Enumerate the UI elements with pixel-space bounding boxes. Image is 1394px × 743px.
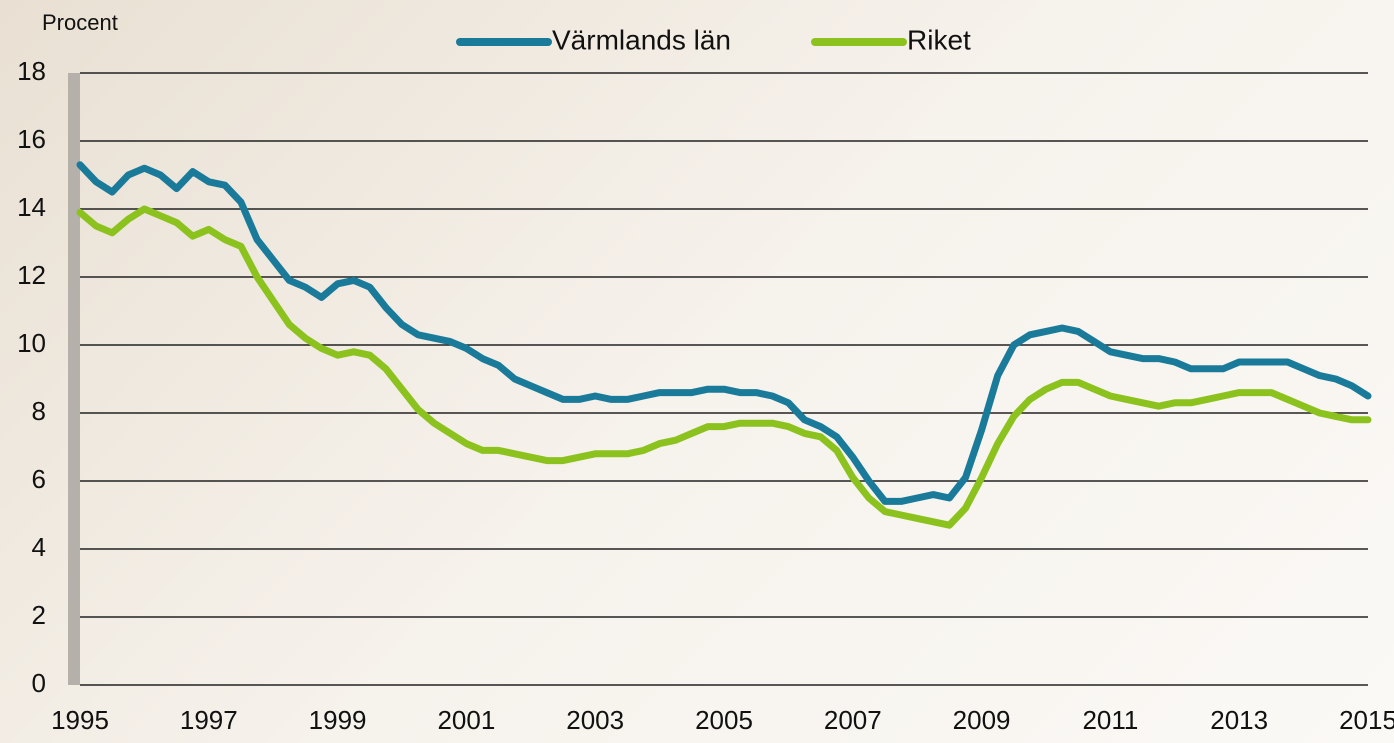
y-axis-label: Procent: [42, 10, 118, 35]
x-tick-label: 2007: [824, 705, 882, 735]
x-tick-label: 2015: [1339, 705, 1394, 735]
axis-band: [68, 73, 80, 685]
x-tick-label: 2011: [1082, 705, 1138, 735]
x-tick-label: 2013: [1210, 705, 1268, 735]
series-line: [76, 205, 1372, 529]
y-tick-label: 12: [17, 260, 46, 290]
y-tick-label: 10: [17, 328, 46, 358]
x-tick-label: 2003: [566, 705, 624, 735]
x-tick-label: 1999: [309, 705, 367, 735]
x-tick-label: 1997: [180, 705, 238, 735]
x-tick-label: 2009: [953, 705, 1011, 735]
y-tick-label: 16: [17, 124, 46, 154]
x-tick-label: 2001: [437, 705, 495, 735]
y-tick-label: 4: [32, 532, 46, 562]
y-tick-label: 8: [32, 396, 46, 426]
y-tick-label: 6: [32, 464, 46, 494]
series-line: [76, 161, 1372, 505]
x-tick-label: 2005: [695, 705, 753, 735]
y-tick-label: 2: [32, 600, 46, 630]
y-tick-label: 0: [32, 668, 46, 698]
y-tick-label: 18: [17, 56, 46, 86]
y-tick-label: 14: [17, 192, 46, 222]
x-tick-label: 1995: [51, 705, 109, 735]
legend-label: Värmlands län: [552, 24, 731, 55]
legend-label: Riket: [907, 24, 971, 55]
